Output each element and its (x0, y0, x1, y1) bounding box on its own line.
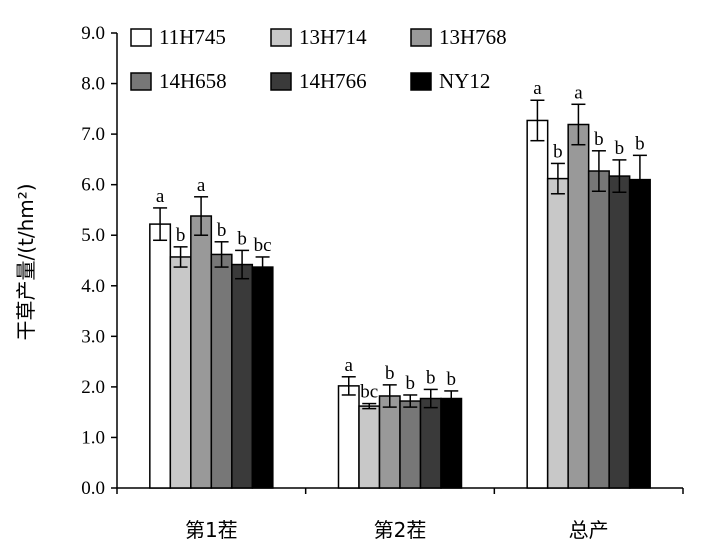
legend: 11H745 13H714 13H768 14H658 14H766 NY12 (130, 25, 507, 93)
error-bar (550, 162, 565, 195)
significance-label: bc (254, 235, 272, 256)
error-bar (382, 384, 397, 408)
legend-swatch (410, 28, 432, 47)
significance-label: b (237, 228, 247, 249)
legend-swatch (130, 72, 152, 91)
bar (399, 400, 422, 489)
significance-label: b (447, 369, 457, 390)
error-bar (362, 402, 377, 410)
significance-label: a (345, 355, 354, 376)
legend-label: 11H745 (159, 25, 226, 49)
error-bar (235, 249, 250, 280)
bar (337, 385, 360, 489)
y-tick-label: 6.0 (81, 175, 105, 196)
y-axis: 0.0 1.0 2.0 3.0 4.0 5.0 6.0 7.0 8.0 9.0 (81, 23, 118, 499)
error-bar (194, 196, 209, 236)
error-bar (214, 241, 229, 268)
bar (190, 215, 213, 489)
x-category-label: 第2茬 (374, 518, 427, 542)
error-bar (444, 390, 459, 407)
legend-label: 14H658 (159, 69, 227, 93)
significance-label: a (574, 82, 583, 103)
legend-item: NY12 (410, 69, 490, 93)
significance-label: b (594, 129, 604, 150)
bar (526, 119, 549, 489)
error-bar (173, 246, 188, 268)
error-bar (153, 207, 168, 242)
y-tick-label: 9.0 (81, 23, 105, 44)
legend-swatch (270, 28, 292, 47)
bar (440, 397, 463, 489)
y-tick-label: 1.0 (81, 427, 105, 448)
significance-label: a (533, 78, 542, 99)
error-bar (632, 154, 647, 205)
bar (378, 395, 401, 489)
bar (608, 175, 631, 489)
x-category-label: 第1茬 (185, 518, 238, 542)
significance-label: b (553, 141, 563, 162)
bar (587, 170, 610, 489)
y-tick-label: 8.0 (81, 74, 105, 95)
error-bar (612, 159, 627, 193)
significance-label: b (635, 133, 645, 154)
legend-item: 11H745 (130, 25, 226, 49)
significance-label: a (156, 186, 165, 207)
significance-label: b (176, 225, 186, 246)
legend-item: 14H658 (130, 69, 227, 93)
y-tick-label: 4.0 (81, 276, 105, 297)
legend-swatch (130, 28, 152, 47)
error-bar (591, 150, 606, 192)
legend-swatch (410, 72, 432, 91)
significance-label: bc (360, 382, 378, 403)
bar (567, 123, 590, 489)
bar (210, 253, 233, 489)
y-tick-label: 7.0 (81, 124, 105, 145)
bar (419, 397, 442, 489)
error-bar (403, 394, 418, 408)
legend-label: NY12 (439, 69, 490, 93)
legend-label: 14H766 (299, 69, 367, 93)
legend-item: 14H766 (270, 69, 367, 93)
significance-label: b (615, 138, 625, 159)
error-bar (255, 256, 270, 278)
significance-label: b (426, 367, 436, 388)
bar (169, 256, 192, 489)
significance-label: b (217, 220, 227, 241)
y-tick-label: 0.0 (81, 478, 105, 499)
legend-label: 13H768 (439, 25, 507, 49)
bar (231, 263, 254, 489)
bar (149, 223, 172, 489)
bar (628, 178, 651, 489)
y-tick-label: 3.0 (81, 326, 105, 347)
significance-label: a (197, 175, 206, 196)
bar (546, 177, 569, 489)
y-axis-label: 干草产量/(t/hm²) (14, 183, 38, 340)
x-category-label: 总产 (569, 518, 609, 542)
bar (358, 405, 381, 489)
error-bar (423, 388, 438, 409)
legend-item: 13H714 (270, 25, 367, 49)
x-axis: 第1茬 第2茬 总产 (116, 487, 684, 542)
legend-swatch (270, 72, 292, 91)
significance-label: b (406, 373, 416, 394)
error-bar (571, 103, 586, 146)
bar (251, 266, 274, 489)
error-bar (341, 376, 356, 396)
significance-label: b (385, 363, 395, 384)
legend-item: 13H768 (410, 25, 507, 49)
legend-label: 13H714 (299, 25, 367, 49)
error-bar (530, 99, 545, 142)
y-tick-label: 2.0 (81, 377, 105, 398)
y-tick-label: 5.0 (81, 225, 105, 246)
